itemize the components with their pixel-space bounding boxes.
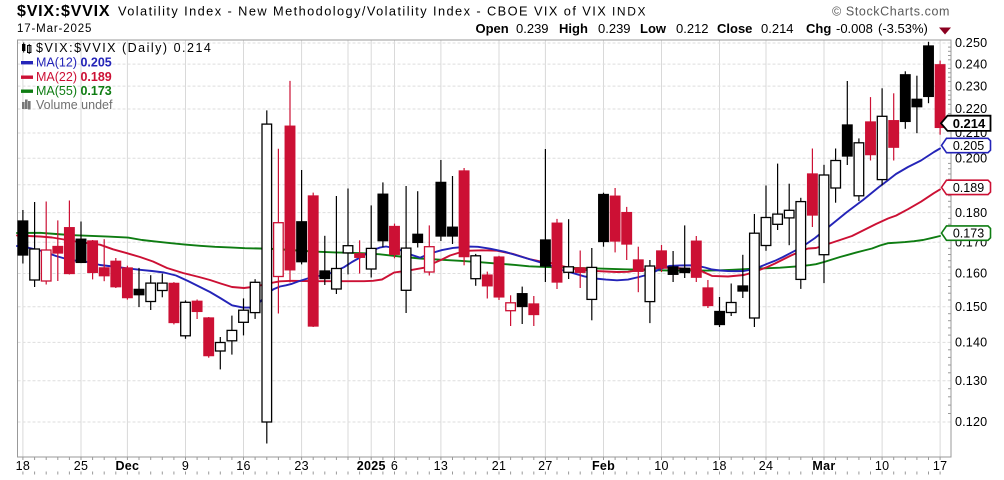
svg-text:10: 10 [875,459,890,473]
svg-text:0.240: 0.240 [955,57,987,71]
svg-text:0.160: 0.160 [955,267,987,281]
svg-text:Feb: Feb [592,459,615,473]
svg-text:9: 9 [182,459,189,473]
svg-text:16: 16 [236,459,251,473]
svg-text:(-3.53%): (-3.53%) [878,21,928,36]
svg-text:6: 6 [391,459,398,473]
svg-text:0.250: 0.250 [955,36,987,50]
svg-text:0.239: 0.239 [598,21,631,36]
svg-text:18: 18 [16,459,31,473]
svg-text:0.130: 0.130 [955,374,987,388]
svg-text:$VIX:$VVIX (Daily) 0.214: $VIX:$VVIX (Daily) 0.214 [36,41,212,55]
svg-text:0.180: 0.180 [955,206,987,220]
svg-text:0.220: 0.220 [955,102,987,116]
svg-text:24: 24 [759,459,774,473]
svg-text:27: 27 [538,459,553,473]
svg-text:17-Mar-2025: 17-Mar-2025 [17,23,92,35]
svg-text:0.120: 0.120 [955,415,987,429]
svg-text:INDX: INDX [612,5,647,19]
svg-text:0.239: 0.239 [516,21,549,36]
svg-text:21: 21 [492,459,507,473]
svg-text:0.214: 0.214 [953,116,986,131]
svg-text:25: 25 [74,459,89,473]
svg-text:MA(12) 0.205: MA(12) 0.205 [36,56,112,70]
svg-text:0.230: 0.230 [955,79,987,93]
svg-text:2025: 2025 [357,459,386,473]
svg-text:Close: Close [717,21,752,36]
svg-text:23: 23 [294,459,309,473]
svg-text:Open: Open [476,21,509,36]
svg-text:0.214: 0.214 [761,21,794,36]
svg-text:0.189: 0.189 [953,181,984,195]
svg-text:0.212: 0.212 [676,21,709,36]
svg-text:-0.008: -0.008 [836,21,873,36]
svg-text:0.150: 0.150 [955,300,987,314]
svg-text:Chg: Chg [806,21,831,36]
svg-text:17: 17 [933,459,948,473]
svg-text:18: 18 [712,459,727,473]
svg-text:$VIX:$VVIX: $VIX:$VVIX [17,3,110,20]
svg-text:MA(22) 0.189: MA(22) 0.189 [36,70,112,84]
svg-text:MA(55) 0.173: MA(55) 0.173 [36,84,112,98]
svg-text:0.140: 0.140 [955,336,987,350]
svg-text:Volume undef: Volume undef [36,98,113,112]
svg-text:Low: Low [640,21,667,36]
svg-text:0.173: 0.173 [953,227,984,241]
svg-text:13: 13 [434,459,449,473]
svg-text:0.205: 0.205 [953,139,984,153]
svg-text:Dec: Dec [115,459,139,473]
svg-text:© StockCharts.com: © StockCharts.com [832,5,950,19]
svg-text:Mar: Mar [812,459,835,473]
svg-text:Volatility Index - New Methodo: Volatility Index - New Methodology/Volat… [118,4,607,19]
svg-text:High: High [559,21,588,36]
svg-text:0.200: 0.200 [955,151,987,165]
svg-text:10: 10 [654,459,669,473]
